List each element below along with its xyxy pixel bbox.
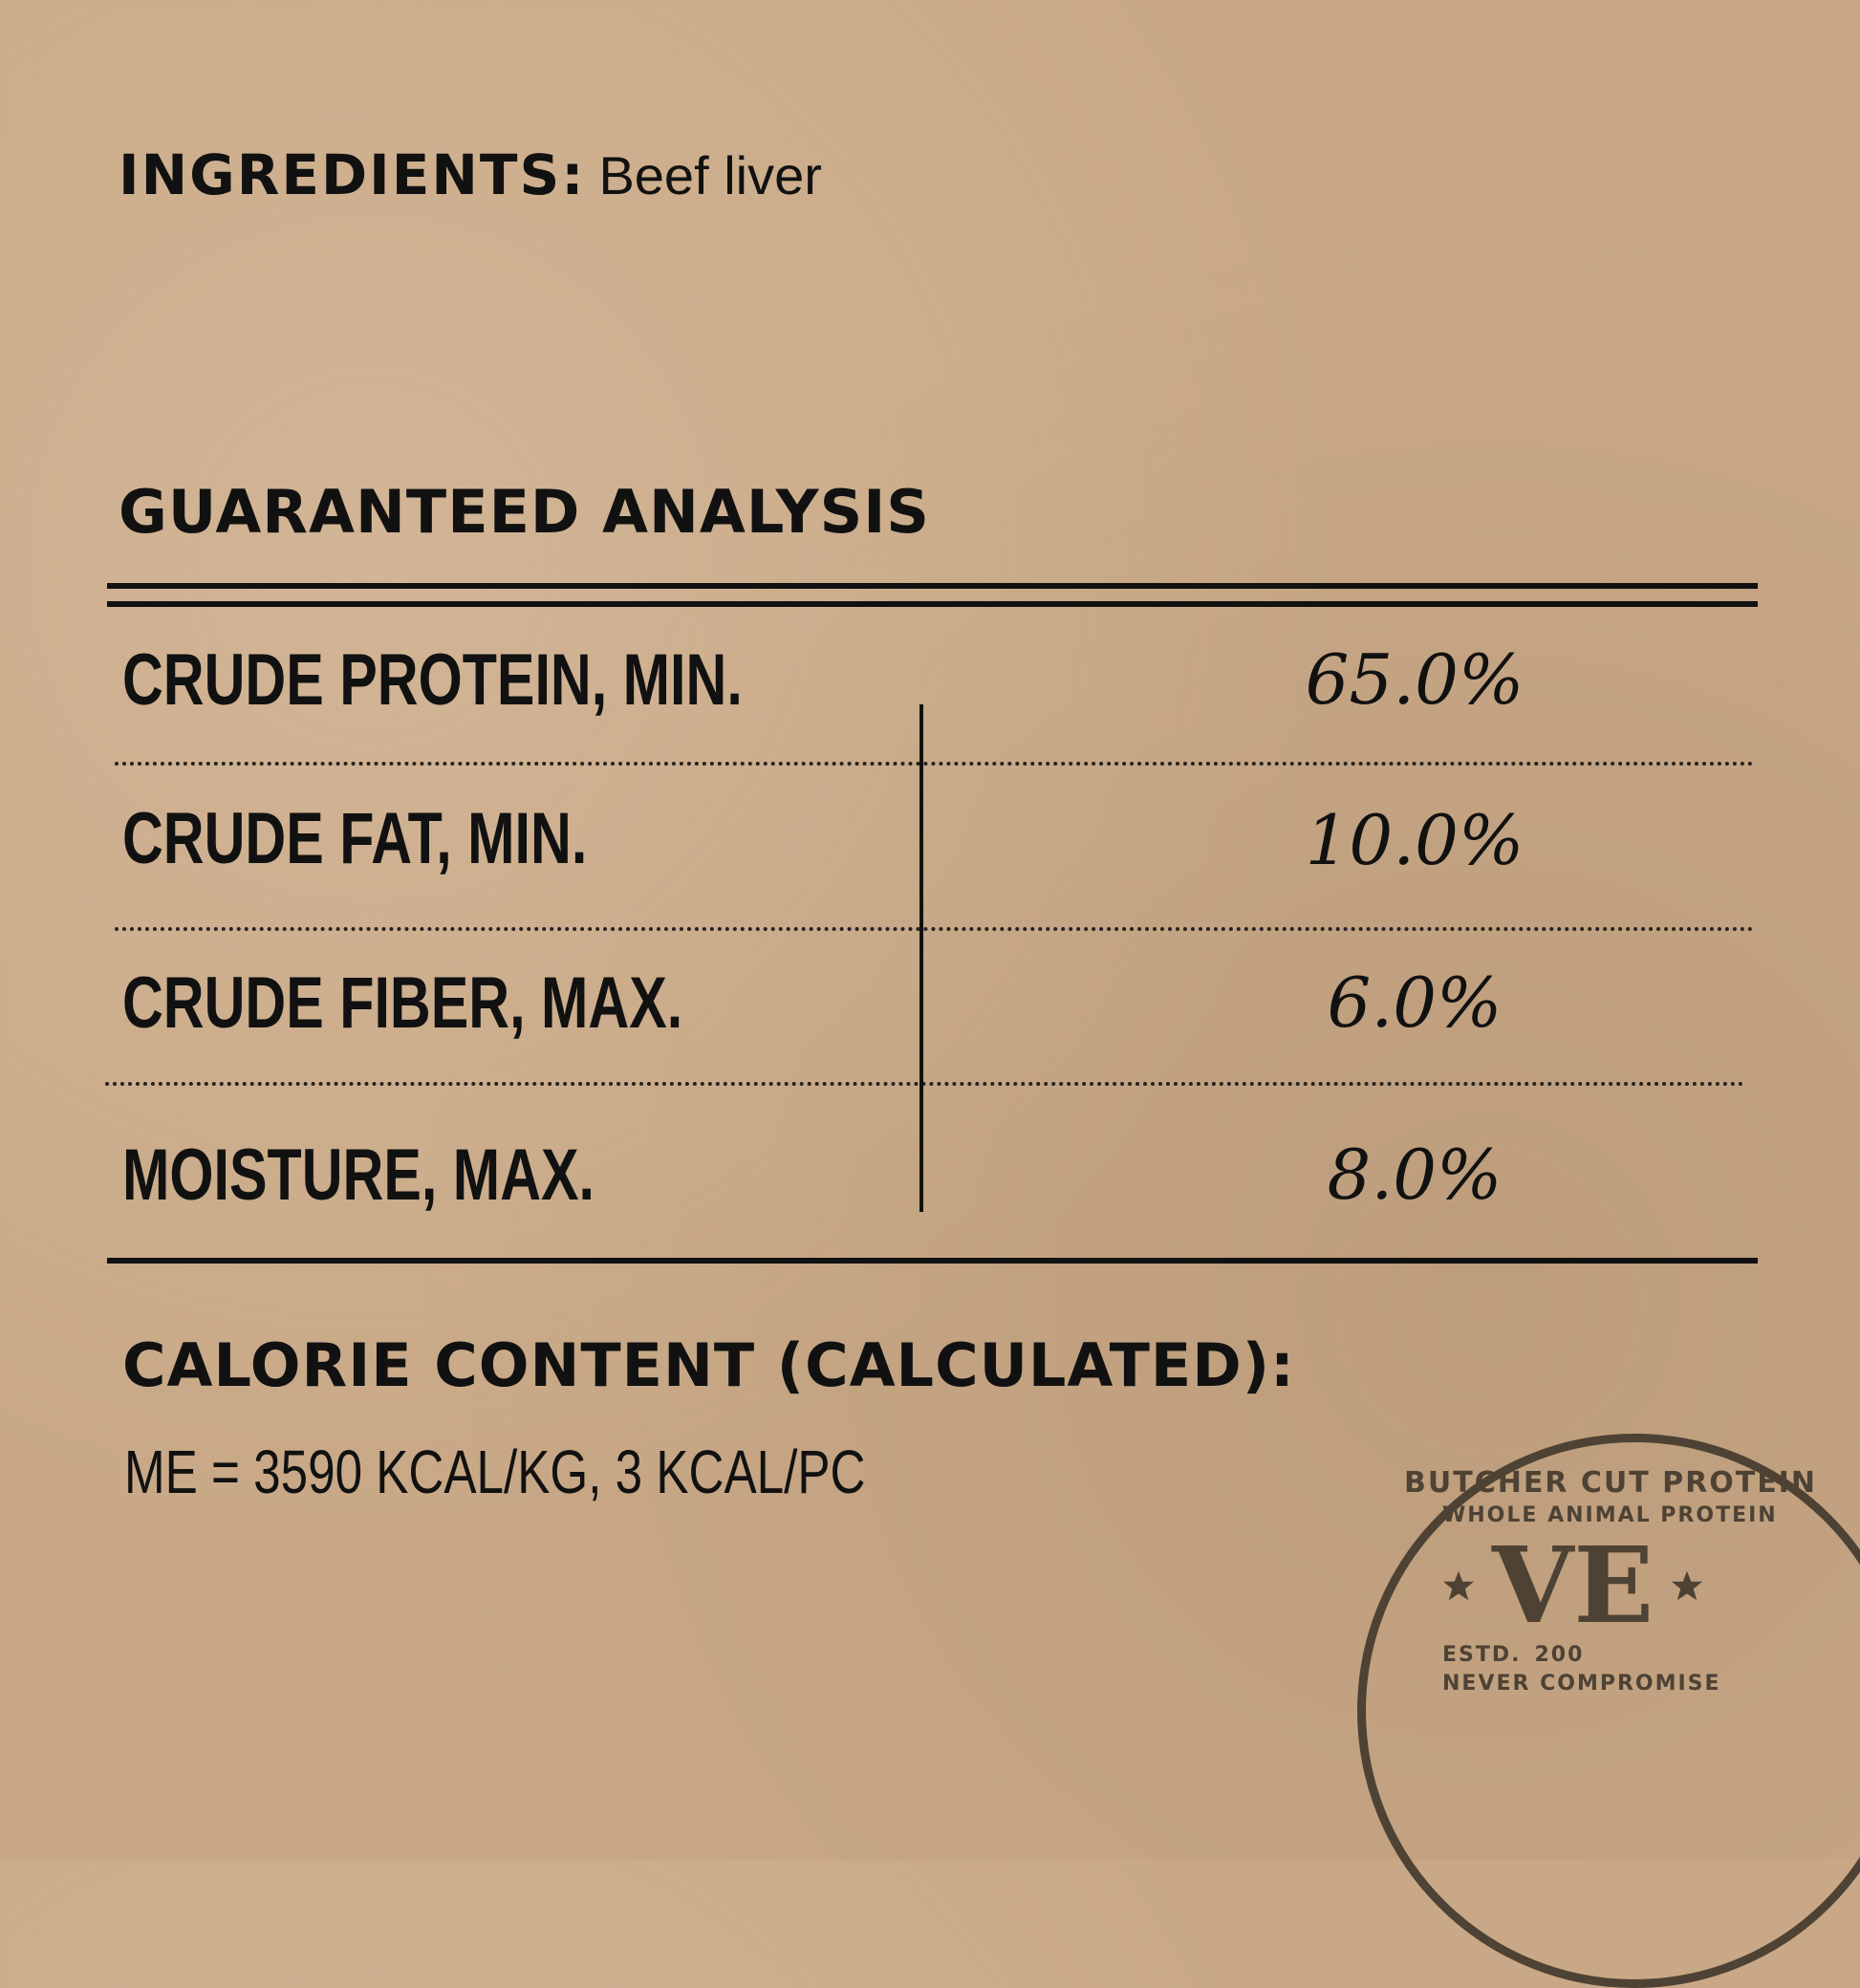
stamp-bottom-text: NEVER COMPROMISE — [1442, 1672, 1721, 1696]
ingredients-value: Beef liver — [598, 145, 822, 205]
stamp-established: ESTD. 200 — [1442, 1643, 1585, 1668]
calorie-content-title: CALORIE CONTENT (CALCULATED): — [122, 1330, 1295, 1400]
row-label-fiber: CRUDE FIBER, MAX. — [122, 962, 683, 1044]
bottom-rule — [107, 1258, 1758, 1264]
row-label-fat: CRUDE FAT, MIN. — [122, 798, 588, 879]
star-icon — [1672, 1570, 1703, 1601]
row-value-fiber: 6.0% — [1327, 962, 1503, 1043]
stamp-center: VE — [1442, 1533, 1703, 1638]
star-icon — [1442, 1570, 1475, 1601]
stamp-inner-text: WHOLE ANIMAL PROTEIN — [1442, 1503, 1778, 1527]
row-value-fat: 10.0% — [1305, 800, 1525, 880]
dotted-divider — [105, 1082, 1744, 1086]
row-label-moisture: MOISTURE, MAX. — [122, 1134, 595, 1216]
row-value-protein: 65.0% — [1305, 639, 1525, 720]
ingredients-label: INGREDIENTS: — [119, 142, 586, 207]
guaranteed-analysis-title: GUARANTEED ANALYSIS — [119, 477, 930, 547]
stamp-outer-text: BUTCHER CUT PROTEIN — [1404, 1466, 1817, 1500]
dotted-divider — [115, 927, 1754, 931]
brand-stamp-logo: BUTCHER CUT PROTEIN WHOLE ANIMAL PROTEIN… — [1357, 1434, 1860, 1988]
stamp-estd: ESTD. — [1442, 1643, 1522, 1668]
top-rule-2 — [107, 601, 1758, 607]
column-divider — [919, 704, 923, 1212]
row-value-moisture: 8.0% — [1327, 1134, 1503, 1215]
top-rule — [107, 583, 1758, 589]
stamp-year: 200 — [1534, 1643, 1585, 1668]
row-label-protein: CRUDE PROTEIN, MIN. — [122, 639, 743, 721]
dotted-divider — [115, 762, 1754, 766]
calorie-content-value: ME = 3590 KCAL/KG, 3 KCAL/PC — [124, 1437, 866, 1506]
ingredients-line: INGREDIENTS: Beef liver — [119, 143, 822, 208]
stamp-monogram: VE — [1492, 1523, 1655, 1648]
